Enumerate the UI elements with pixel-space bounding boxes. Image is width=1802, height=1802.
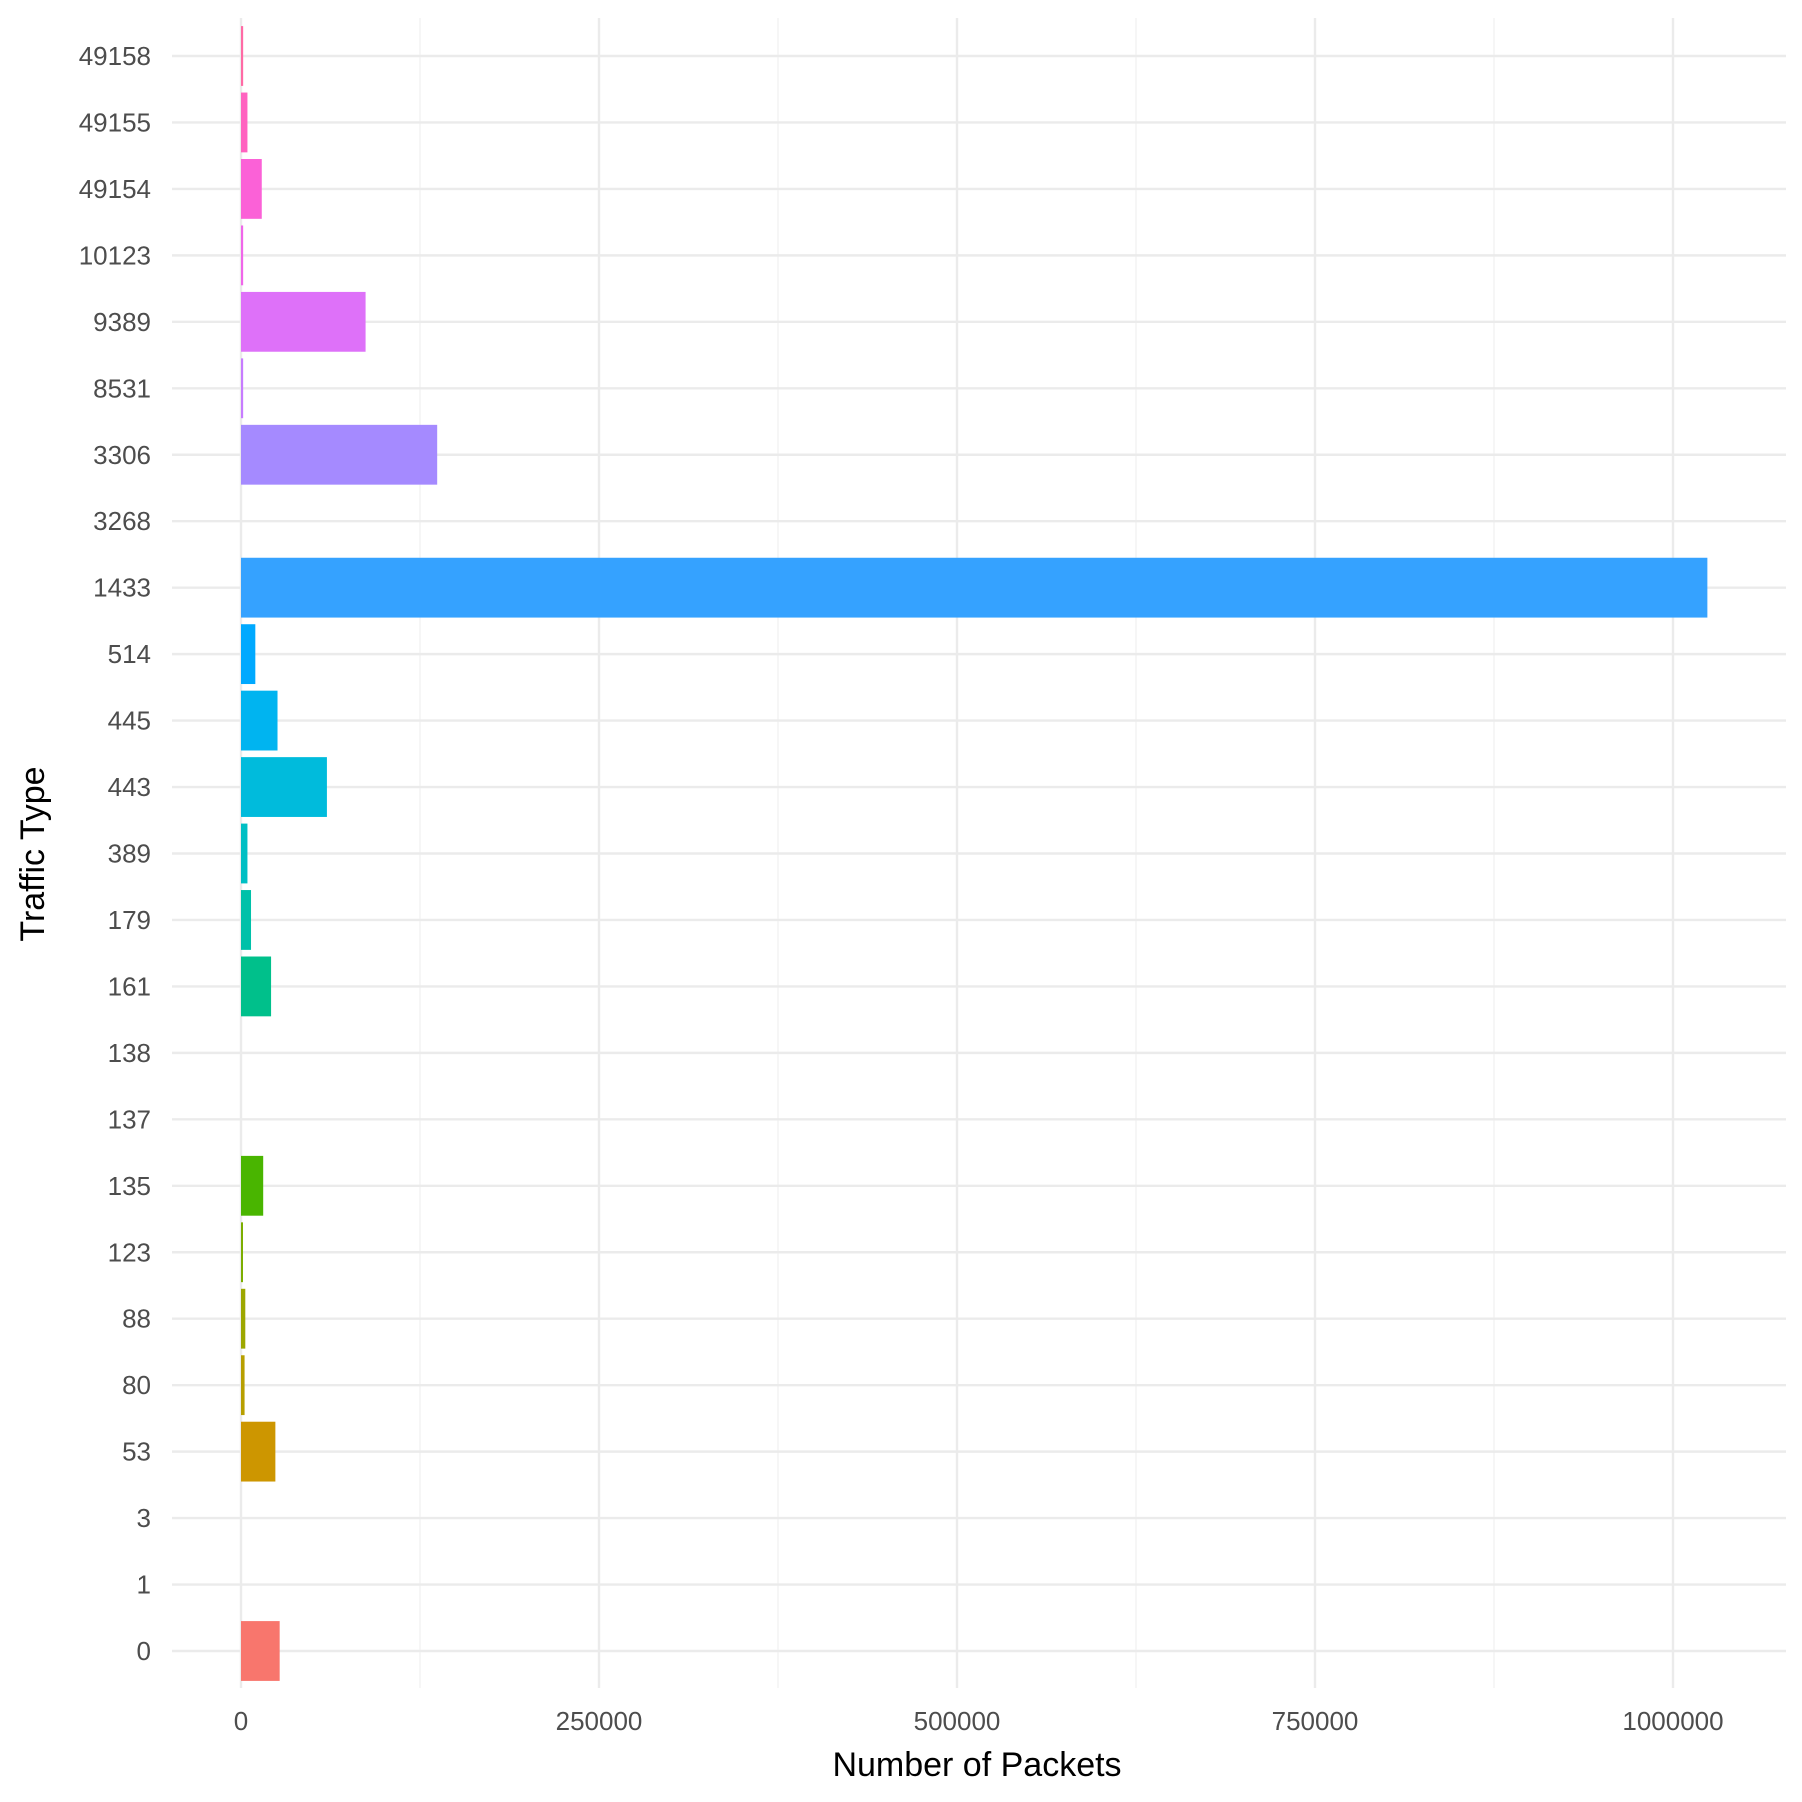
y-tick-label: 161	[108, 971, 151, 1001]
bar	[241, 1155, 264, 1216]
y-axis-tick-labels: 0 1 3 53 80 88 123 135 137 138 161 179 389 443 445 514 1…	[79, 41, 151, 1666]
bar	[241, 225, 244, 286]
x-tick-label: 250000	[556, 1706, 643, 1736]
bar	[241, 890, 252, 950]
y-tick-label: 80	[122, 1370, 151, 1400]
y-tick-label: 389	[108, 839, 151, 869]
x-tick-label: 500000	[914, 1706, 1001, 1736]
y-tick-label: 1	[137, 1570, 151, 1600]
x-tick-label: 0	[234, 1706, 248, 1736]
y-tick-label: 49154	[79, 174, 151, 204]
y-tick-label: 514	[108, 639, 151, 669]
bar	[241, 1288, 246, 1349]
y-tick-label: 3268	[93, 506, 151, 536]
bar	[241, 1621, 280, 1681]
x-tick-label: 1000000	[1622, 1706, 1723, 1736]
y-tick-label: 49158	[79, 41, 151, 71]
y-tick-label: 138	[108, 1038, 151, 1068]
bar	[241, 291, 366, 352]
y-tick-label: 137	[108, 1104, 151, 1134]
y-tick-label: 8531	[93, 373, 151, 403]
bar	[241, 1421, 276, 1482]
bar	[241, 690, 278, 751]
y-tick-label: 443	[108, 772, 151, 802]
bar	[241, 557, 1708, 618]
y-tick-label: 9389	[93, 307, 151, 337]
bar	[241, 424, 438, 485]
y-tick-label: 1433	[93, 573, 151, 603]
y-tick-label: 49155	[79, 107, 151, 137]
bar	[241, 956, 272, 1017]
bar	[241, 757, 327, 817]
bar	[241, 1222, 243, 1283]
bar	[241, 159, 262, 219]
y-tick-label: 10123	[79, 240, 151, 270]
y-tick-label: 0	[137, 1636, 151, 1666]
x-axis-tick-labels: 0 250000 500000 750000 1000000	[234, 1706, 1724, 1736]
bar	[241, 1355, 245, 1416]
bar	[241, 92, 248, 153]
bar	[241, 358, 244, 419]
y-tick-label: 88	[122, 1304, 151, 1334]
bars-layer	[241, 26, 1708, 1681]
y-tick-label: 53	[122, 1437, 151, 1467]
y-tick-label: 179	[108, 905, 151, 935]
y-tick-label: 135	[108, 1171, 151, 1201]
y-tick-label: 3306	[93, 440, 151, 470]
x-tick-label: 750000	[1272, 1706, 1359, 1736]
y-tick-label: 123	[108, 1237, 151, 1267]
y-tick-label: 445	[108, 706, 151, 736]
y-tick-label: 3	[137, 1503, 151, 1533]
bar	[241, 823, 248, 884]
bar	[241, 624, 256, 685]
grid-layer	[172, 18, 1786, 1688]
x-axis-title: Number of Packets	[832, 1746, 1121, 1784]
bar	[241, 26, 244, 86]
y-axis-title: Traffic Type	[14, 766, 52, 941]
